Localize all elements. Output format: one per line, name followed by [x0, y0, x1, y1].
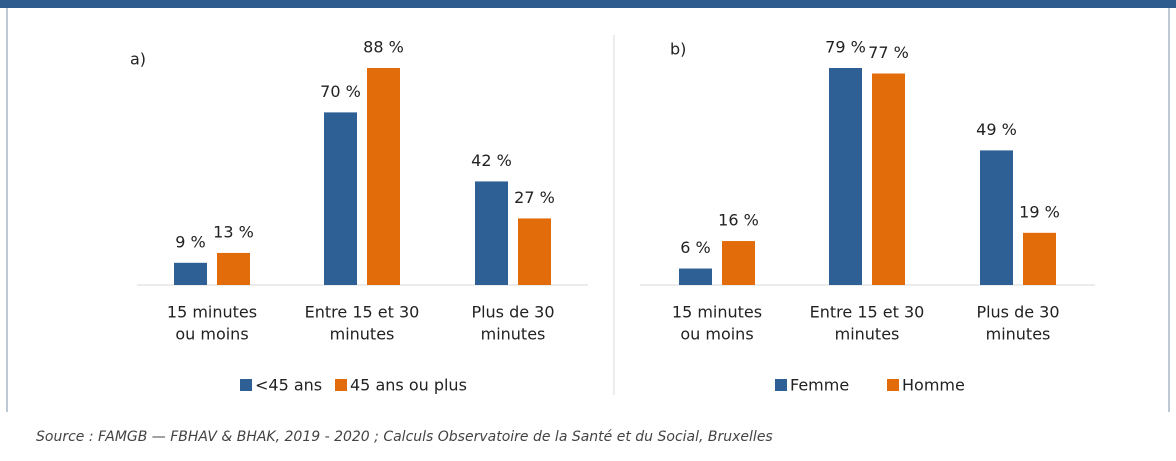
data-label: 88 %: [363, 38, 404, 57]
x-tick-label: ou moins: [680, 325, 753, 344]
data-label: 6 %: [680, 238, 710, 257]
bar: [324, 112, 357, 286]
x-tick-label: ou moins: [175, 325, 248, 344]
x-tick-label: Plus de 30: [976, 303, 1059, 322]
legend-label: Femme: [790, 376, 849, 395]
bar: [475, 181, 508, 285]
data-label: 9 %: [175, 232, 205, 251]
x-tick-label: minutes: [835, 325, 900, 344]
bar: [1023, 232, 1056, 285]
x-tick-label: minutes: [481, 325, 546, 344]
top-band: [0, 0, 1176, 8]
legend-label: <45 ans: [255, 376, 322, 395]
data-label: 27 %: [514, 188, 555, 207]
legend-label: Homme: [902, 376, 965, 395]
data-label: 13 %: [213, 222, 254, 241]
bar: [980, 150, 1013, 285]
data-label: 79 %: [825, 38, 866, 57]
data-label: 70 %: [320, 82, 361, 101]
data-label: 42 %: [471, 151, 512, 170]
source-note: Source : FAMGB — FBHAV & BHAK, 2019 - 20…: [36, 429, 773, 445]
x-tick-label: 15 minutes: [167, 303, 257, 322]
bar: [679, 268, 712, 285]
legend-swatch: [240, 379, 252, 391]
legend-swatch: [775, 379, 787, 391]
legend-swatch: [335, 379, 347, 391]
chart-title: b): [670, 40, 686, 59]
x-tick-label: minutes: [330, 325, 395, 344]
x-tick-label: 15 minutes: [672, 303, 762, 322]
legend-swatch: [887, 379, 899, 391]
x-tick-label: Entre 15 et 30: [810, 303, 925, 322]
bar: [872, 73, 905, 285]
x-tick-label: Plus de 30: [471, 303, 554, 322]
data-label: 19 %: [1019, 202, 1060, 221]
bar: [829, 68, 862, 285]
data-label: 16 %: [718, 211, 759, 230]
bar: [518, 218, 551, 285]
data-label: 77 %: [868, 43, 909, 62]
bar: [367, 68, 400, 285]
bar: [174, 262, 207, 285]
chart-title: a): [130, 50, 146, 69]
x-tick-label: Entre 15 et 30: [305, 303, 420, 322]
x-tick-label: minutes: [986, 325, 1051, 344]
bar: [217, 252, 250, 285]
data-label: 49 %: [976, 120, 1017, 139]
bar: [722, 241, 755, 285]
legend-label: 45 ans ou plus: [350, 376, 467, 395]
